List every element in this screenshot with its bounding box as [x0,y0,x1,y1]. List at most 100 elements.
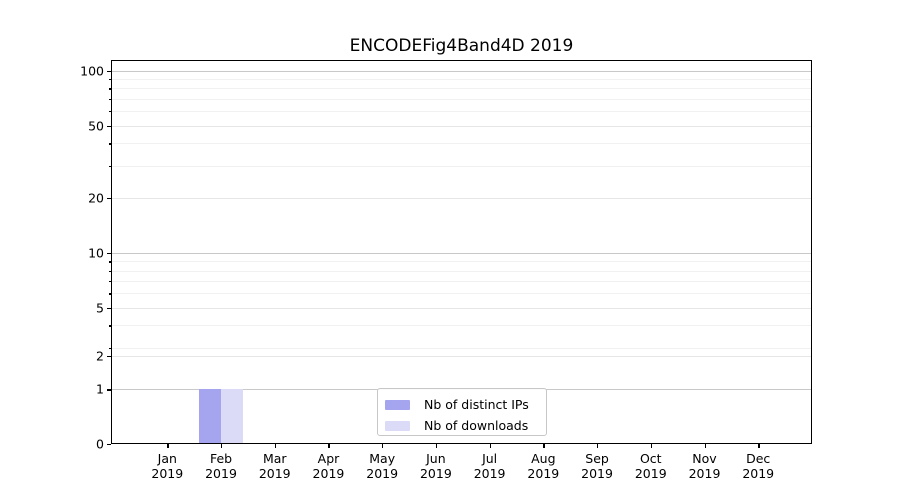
y-tick-label: 100 [80,63,104,79]
y-gridline-minor [112,111,811,113]
bar-downloads [221,389,243,444]
y-tick [106,70,111,72]
y-gridline-minor [112,98,811,100]
x-tick-label: Aug 2019 [511,451,575,481]
x-tick-month: Jul [482,451,498,466]
x-tick-label: Jun 2019 [404,451,468,481]
plot-area [112,61,811,444]
x-tick-label: Sep 2019 [565,451,629,481]
y-tick-label: 1 [96,381,104,397]
x-tick-year: 2019 [151,466,184,481]
legend-entry-distinct-ips: Nb of distinct IPs [385,394,538,415]
y-tick [106,443,111,445]
x-tick-year: 2019 [419,466,452,481]
y-tick-label: 10 [88,245,104,261]
y-gridline-minor [112,281,811,283]
x-tick-year: 2019 [527,466,560,481]
y-gridline-minor [112,293,811,295]
y-tick-minor [108,98,111,101]
y-gridline [112,125,811,127]
x-tick-year: 2019 [312,466,345,481]
y-tick [106,356,111,358]
x-tick [435,443,438,448]
x-tick-month: Aug [531,451,556,466]
x-tick [274,443,277,448]
x-tick [650,443,653,448]
x-tick-month: Mar [262,451,287,466]
x-tick-label: Jan 2019 [135,451,199,481]
y-tick-minor [108,348,111,350]
x-tick [328,443,330,448]
legend-label: Nb of distinct IPs [424,397,529,412]
x-tick-year: 2019 [205,466,237,481]
x-tick [543,443,545,448]
x-tick-year: 2019 [742,466,775,481]
y-tick-label: 0 [96,436,104,451]
y-gridline-minor [112,79,811,81]
y-tick-label: 20 [88,190,104,206]
y-tick-minor [108,281,111,283]
y-tick-minor [108,325,111,327]
y-tick-minor [108,293,111,295]
legend-label: Nb of downloads [424,418,529,433]
y-tick-label: 50 [88,118,104,134]
x-tick-month: Nov [692,451,717,466]
y-gridline-minor [112,165,811,167]
x-tick-year: 2019 [258,466,291,481]
x-tick-month: Apr [317,451,340,466]
x-tick-month: Jan [157,451,177,466]
x-tick-label: Feb 2019 [189,451,253,481]
y-gridline [112,198,811,200]
y-gridline-minor [112,325,811,327]
x-tick-month: Feb [209,451,233,466]
y-tick-label: 2 [96,348,104,364]
y-tick [106,198,111,200]
x-tick [758,443,760,448]
x-tick-label: Apr 2019 [296,451,360,481]
x-tick-year: 2019 [688,466,721,481]
y-tick-minor [108,88,111,90]
x-tick-month: Dec [746,451,771,466]
x-tick-year: 2019 [581,466,613,481]
legend-swatch-downloads [385,420,410,431]
x-tick-label: Dec 2019 [726,451,790,481]
legend: Nb of distinct IPs Nb of downloads [377,388,547,436]
y-tick [106,307,111,310]
x-tick-label: May 2019 [350,451,414,481]
y-gridline [112,70,811,72]
x-tick [221,443,223,448]
y-gridline [112,356,811,357]
chart-title: ENCODEFig4Band4D 2019 [349,36,574,56]
y-tick-minor [108,261,111,263]
x-tick-year: 2019 [473,466,506,481]
legend-swatch-distinct-ips [385,399,410,410]
x-tick [597,443,599,448]
x-tick-label: Jul 2019 [458,451,522,481]
bar-distinct-ips [199,389,221,444]
y-gridline-minor [112,348,811,350]
y-tick-minor [108,165,111,168]
x-tick [382,443,384,448]
y-tick-minor [108,270,111,272]
x-tick-label: Oct 2019 [619,451,683,481]
y-gridline-minor [112,270,811,272]
y-gridline-minor [112,143,811,145]
y-gridline-minor [112,88,811,90]
y-tick-minor [108,79,111,81]
x-tick-year: 2019 [634,466,667,481]
y-tick-label: 5 [96,300,104,316]
x-tick-year: 2019 [366,466,399,481]
x-tick-month: Oct [639,451,662,466]
y-tick [106,125,111,127]
y-gridline [112,252,811,254]
y-tick [106,252,111,255]
x-tick-label: Nov 2019 [673,451,737,481]
legend-entry-downloads: Nb of downloads [385,415,538,436]
x-tick-month: May [369,451,396,466]
y-tick-minor [108,143,111,145]
x-tick [704,443,706,448]
y-tick [106,389,111,391]
y-gridline-minor [112,261,811,263]
x-tick [167,443,169,448]
